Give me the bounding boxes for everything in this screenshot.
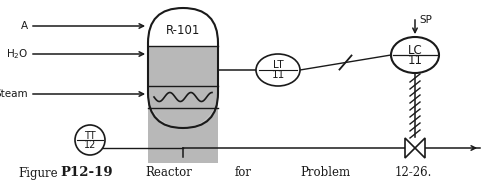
Text: for: for bbox=[235, 166, 252, 179]
Text: 12: 12 bbox=[84, 140, 96, 150]
Polygon shape bbox=[148, 93, 218, 128]
Text: Steam: Steam bbox=[0, 89, 28, 99]
Circle shape bbox=[75, 125, 105, 155]
Polygon shape bbox=[415, 138, 425, 158]
Text: SP: SP bbox=[419, 15, 432, 25]
Bar bbox=[148, 86, 218, 108]
Text: Problem: Problem bbox=[300, 166, 350, 179]
Text: TT: TT bbox=[84, 131, 96, 141]
Bar bbox=[148, 46, 218, 86]
Text: 11: 11 bbox=[271, 71, 285, 80]
Text: A: A bbox=[21, 21, 28, 31]
Ellipse shape bbox=[256, 54, 300, 86]
Text: Figure: Figure bbox=[18, 166, 58, 179]
Text: 11: 11 bbox=[408, 55, 422, 68]
Text: R-101: R-101 bbox=[166, 24, 200, 37]
Text: $\mathrm{H_2O}$: $\mathrm{H_2O}$ bbox=[5, 47, 28, 61]
FancyBboxPatch shape bbox=[148, 8, 218, 128]
Bar bbox=[148, 86, 218, 108]
Text: LC: LC bbox=[408, 44, 422, 57]
Text: 12-26.: 12-26. bbox=[395, 166, 432, 179]
Text: LT: LT bbox=[273, 60, 283, 71]
Bar bbox=[148, 46, 218, 86]
Ellipse shape bbox=[391, 37, 439, 73]
Text: Reactor: Reactor bbox=[145, 166, 192, 179]
Text: P12-19: P12-19 bbox=[60, 166, 113, 179]
Polygon shape bbox=[405, 138, 415, 158]
